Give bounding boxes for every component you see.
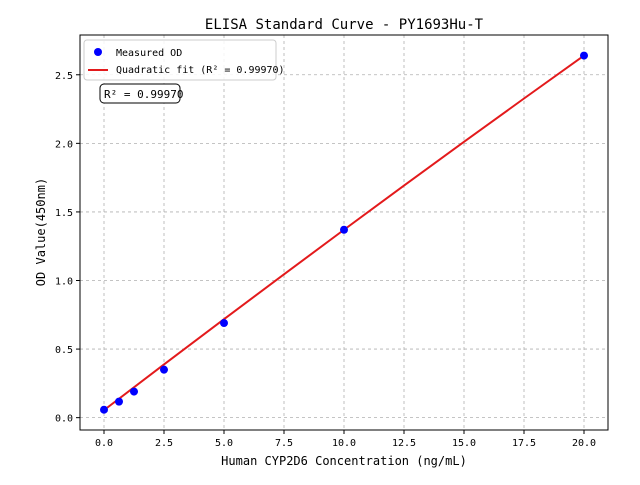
chart-title: ELISA Standard Curve - PY1693Hu-T [205, 17, 484, 33]
x-tick-label: 20.0 [572, 438, 596, 449]
legend-marker-measured [94, 48, 102, 56]
data-point [220, 319, 228, 328]
r2-annotation: R² = 0.99970 [99, 83, 183, 104]
legend-label-measured: Measured OD [116, 48, 182, 59]
x-tick-label: 2.5 [155, 438, 173, 449]
x-tick-label: 12.5 [392, 438, 416, 449]
y-tick-label: 2.5 [55, 71, 73, 82]
y-tick-label: 0.5 [55, 345, 73, 356]
x-tick-label: 17.5 [512, 438, 536, 449]
points-group [100, 51, 588, 414]
x-tick-label: 5.0 [215, 438, 233, 449]
ticks: 0.0 2.5 5.0 7.5 10.0 12.5 15.0 17.5 20.0 0.0 0.5 1.… [55, 71, 596, 449]
data-point [340, 225, 348, 234]
data-point [580, 51, 588, 60]
x-axis-label: Human CYP2D6 Concentration (ng/mL) [221, 454, 467, 468]
y-axis-label: OD Value(450nm) [34, 178, 48, 286]
grid [80, 35, 608, 430]
y-tick-label: 0.0 [55, 414, 73, 425]
data-point [130, 387, 138, 396]
data-point [160, 365, 168, 374]
r2-annotation-text: R² = 0.99970 [104, 88, 183, 101]
x-tick-label: 0.0 [95, 438, 113, 449]
x-tick-label: 10.0 [332, 438, 356, 449]
data-point [115, 397, 123, 406]
y-tick-label: 1.5 [55, 208, 73, 219]
y-tick-label: 2.0 [55, 139, 73, 150]
y-tick-label: 1.0 [55, 277, 73, 288]
data-point [100, 405, 108, 414]
x-tick-label: 15.0 [452, 438, 476, 449]
x-tick-label: 7.5 [275, 438, 293, 449]
legend: Measured OD Quadratic fit (R² = 0.99970) [83, 39, 285, 81]
legend-label-fit: Quadratic fit (R² = 0.99970) [116, 65, 285, 76]
